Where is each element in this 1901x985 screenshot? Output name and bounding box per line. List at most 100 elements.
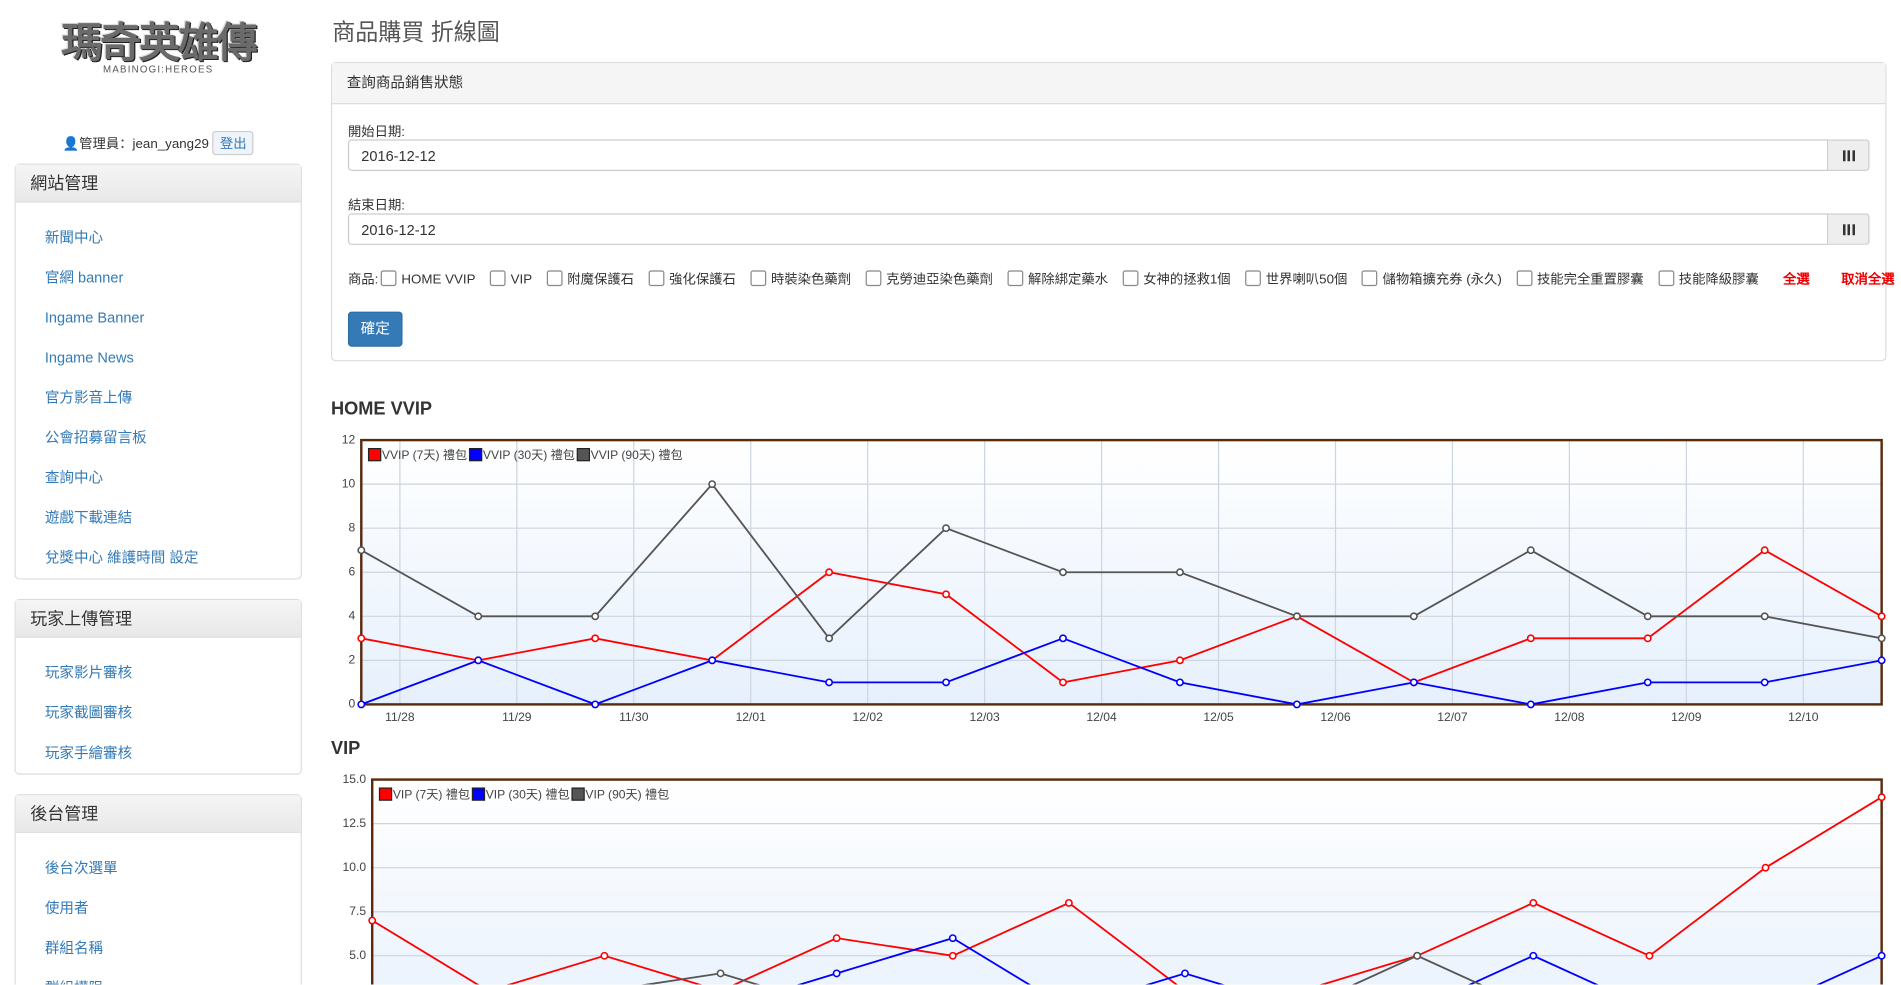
checkbox[interactable] (1361, 270, 1378, 287)
nav-link[interactable]: Ingame News (44, 349, 134, 367)
legend-label[interactable]: VVIP (7天) 禮包 (382, 448, 467, 462)
nav-link[interactable]: 新聞中心 (44, 229, 104, 247)
nav-link[interactable]: 查詢中心 (44, 469, 104, 487)
product-option[interactable]: 技能降級膠囊 (1656, 270, 1759, 288)
x-tick-label: 12/01 (736, 710, 767, 724)
nav-link[interactable]: 遊戲下載連結 (44, 509, 133, 527)
legend-label[interactable]: VIP (90天) 禮包 (585, 788, 669, 802)
data-point (1409, 678, 1418, 687)
data-point (708, 656, 717, 665)
checkbox[interactable] (1516, 270, 1533, 287)
product-option[interactable]: 世界喇叭50個 (1243, 270, 1348, 288)
data-point (357, 634, 366, 643)
product-option[interactable]: 女神的拯救1個 (1120, 270, 1231, 288)
product-name: 技能完全重置膠囊 (1536, 272, 1644, 288)
checkbox[interactable] (648, 270, 665, 287)
section-title: 玩家上傳管理 (15, 600, 301, 638)
data-point (474, 612, 483, 621)
logout-button[interactable]: 登出 (212, 130, 254, 156)
data-point (942, 524, 950, 533)
nav-link[interactable]: 公會招募留言板 (44, 429, 147, 447)
plot-background (372, 779, 1882, 985)
select-all[interactable]: 全選 (1783, 272, 1810, 288)
series-line (360, 637, 1882, 706)
data-point (1526, 634, 1535, 643)
legend-label[interactable]: VIP (30天) 禮包 (486, 788, 570, 802)
submit-button[interactable]: 確定 (347, 311, 403, 347)
data-point (1643, 634, 1652, 643)
nav-section: 玩家上傳管理玩家影片審核 玩家截圖審核 玩家手繪審核 (14, 598, 302, 775)
nav-link[interactable]: 玩家影片審核 (44, 664, 133, 682)
nav-link[interactable]: 玩家截圖審核 (44, 704, 133, 722)
data-point (1877, 951, 1886, 960)
y-tick-label: 8 (348, 520, 355, 534)
data-point (1760, 678, 1769, 687)
nav-link[interactable]: 玩家手繪審核 (44, 744, 133, 762)
nav-link[interactable]: 官網 banner (44, 269, 124, 287)
checkbox[interactable] (546, 270, 563, 287)
data-point (1059, 678, 1067, 687)
nav-section: 網站管理 新聞中心 官網 banner Ingame Banner Ingame New… (14, 163, 302, 580)
product-option[interactable]: 解除綁定藥水 (1005, 270, 1109, 288)
product-name: 世界喇叭50個 (1265, 272, 1348, 288)
product-option[interactable]: 附魔保護石 (544, 270, 634, 288)
nav-link[interactable]: 群組權限 (16, 969, 301, 985)
y-tick-label: 12.5 (343, 816, 367, 830)
nav-link[interactable]: Ingame Banner (44, 309, 145, 327)
data-point (942, 590, 950, 599)
product-option[interactable]: VIP (488, 270, 532, 288)
end-input[interactable]: 2016-12-12 (347, 213, 1829, 245)
product-option[interactable]: 技能完全重置膠囊 (1514, 270, 1644, 288)
product-option[interactable]: 強化保護石 (646, 270, 736, 288)
checkbox[interactable] (1245, 270, 1261, 287)
checkbox[interactable] (750, 270, 767, 287)
x-tick-label: 12/08 (1554, 710, 1585, 724)
nav-link[interactable]: 兌獎中心 維護時間 設定 (44, 549, 199, 567)
nav-link[interactable]: 官方影音上傳 (44, 389, 133, 407)
product-option[interactable]: 時裝染色藥劑 (748, 270, 851, 288)
product-option[interactable]: HOME VVIP (378, 270, 476, 288)
legend-label[interactable]: VVIP (90天) 禮包 (591, 448, 683, 462)
page-title: 商品購買 折線圖 (332, 20, 500, 47)
series-line (361, 549, 1883, 684)
product-name: 技能降級膠囊 (1678, 272, 1759, 288)
x-tick-label: 12/03 (969, 710, 1000, 724)
checkbox[interactable] (490, 270, 506, 287)
start-input[interactable]: 2016-12-12 (347, 139, 1829, 171)
product-option[interactable]: 克勞迪亞染色藥劑 (863, 270, 993, 288)
data-point (942, 678, 950, 687)
end-label: 結束日期: (347, 198, 406, 214)
nav-link[interactable]: 群組名稱 (44, 939, 104, 957)
nav-link[interactable]: 使用者 (44, 899, 89, 917)
calendar-button[interactable] (1828, 213, 1870, 245)
logo: 瑪奇英雄傳 MABINOGI:HEROES (15, 10, 302, 75)
legend-label[interactable]: VVIP (30天) 禮包 (483, 448, 575, 462)
calendar-button[interactable] (1828, 139, 1870, 171)
series-line (360, 482, 1882, 640)
data-point (1059, 634, 1067, 643)
checkbox[interactable] (1007, 270, 1024, 287)
product-name: HOME VVIP (401, 272, 476, 288)
product-name: 解除綁定藥水 (1028, 272, 1109, 288)
product-name: 強化保護石 (669, 272, 736, 288)
data-point (1176, 656, 1184, 665)
checkbox[interactable] (1658, 270, 1674, 287)
checkbox[interactable] (865, 270, 882, 287)
data-point (716, 969, 725, 978)
deselect-all[interactable]: 取消全選 (1841, 272, 1895, 288)
legend-label[interactable]: VIP (7天) 禮包 (393, 788, 470, 802)
product-option[interactable]: 儲物箱擴充券 (永久) (1359, 270, 1502, 288)
checkbox[interactable] (1122, 270, 1139, 287)
checkbox[interactable] (380, 270, 397, 287)
y-tick-label: 10.0 (343, 860, 367, 874)
data-point (948, 934, 957, 943)
y-tick-label: 7.5 (349, 904, 366, 918)
panel-title: 查詢商品銷售狀態 (332, 63, 1886, 105)
data-point (591, 700, 600, 709)
data-point (708, 480, 717, 489)
legend-swatch (378, 787, 393, 801)
data-point (591, 634, 600, 643)
x-tick-label: 12/06 (1320, 710, 1351, 724)
nav-link[interactable]: 後台次選單 (44, 859, 118, 877)
